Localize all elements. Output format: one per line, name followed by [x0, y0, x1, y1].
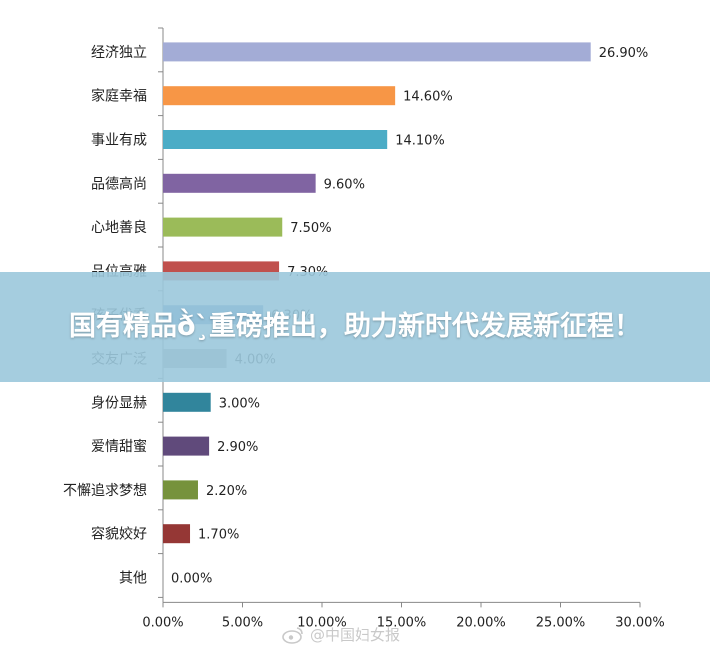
value-label-8: 3.00% — [219, 396, 260, 411]
value-label-4: 7.50% — [290, 221, 331, 236]
category-label-1: 家庭幸福 — [91, 88, 147, 105]
x-tick-label-0: 0.00% — [142, 615, 183, 630]
chart-bars — [163, 42, 591, 544]
x-tick-label-4: 20.00% — [456, 615, 506, 630]
value-label-0: 26.90% — [599, 46, 649, 61]
value-label-12: 0.00% — [171, 572, 212, 587]
category-label-8: 身份显赫 — [91, 395, 147, 411]
value-label-10: 2.20% — [206, 484, 247, 499]
category-label-3: 品德高尚 — [91, 175, 147, 192]
category-label-12: 其他 — [119, 571, 147, 587]
category-label-4: 心地善良 — [91, 220, 147, 236]
x-tick-label-3: 15.00% — [377, 615, 427, 630]
bar-10 — [163, 480, 198, 500]
category-label-10: 不懈追求梦想 — [63, 482, 147, 499]
bar-4 — [163, 217, 283, 237]
bar-1 — [163, 86, 396, 106]
x-tick-label-6: 30.00% — [615, 615, 665, 630]
headline-text[interactable]: 国有精品ð̀¸̀重磅推出，助力新时代发展新征程！ — [68, 311, 642, 342]
value-label-9: 2.90% — [217, 440, 258, 455]
category-label-2: 事业有成 — [91, 133, 147, 149]
watermark: @中国妇女报 — [282, 624, 400, 645]
bar-2 — [163, 130, 388, 149]
x-tick-label-1: 5.00% — [222, 615, 263, 630]
headline-banner[interactable]: 国有精品ð̀¸̀重磅推出，助力新时代发展新征程！ — [0, 272, 710, 382]
value-label-2: 14.10% — [395, 134, 445, 149]
x-tick-label-2: 10.00% — [297, 615, 347, 630]
bar-9 — [163, 436, 210, 456]
bar-11 — [163, 524, 191, 544]
category-label-11: 容貌姣好 — [91, 526, 147, 543]
bar-8 — [163, 392, 211, 412]
watermark-text: @中国妇女报 — [310, 626, 401, 644]
bar-0 — [163, 42, 591, 62]
x-tick-label-5: 25.00% — [536, 615, 586, 630]
category-label-0: 经济独立 — [91, 45, 147, 61]
value-label-3: 9.60% — [324, 177, 365, 192]
bar-3 — [163, 173, 316, 193]
value-label-1: 14.60% — [403, 90, 453, 105]
value-label-11: 1.70% — [198, 528, 239, 543]
category-label-9: 爱情甜蜜 — [91, 439, 147, 455]
weibo-icon — [282, 626, 303, 644]
x-tick-labels: 0.00% 5.00% 10.00% 15.00% 20.00% 25.00% 30.00% — [142, 615, 664, 630]
